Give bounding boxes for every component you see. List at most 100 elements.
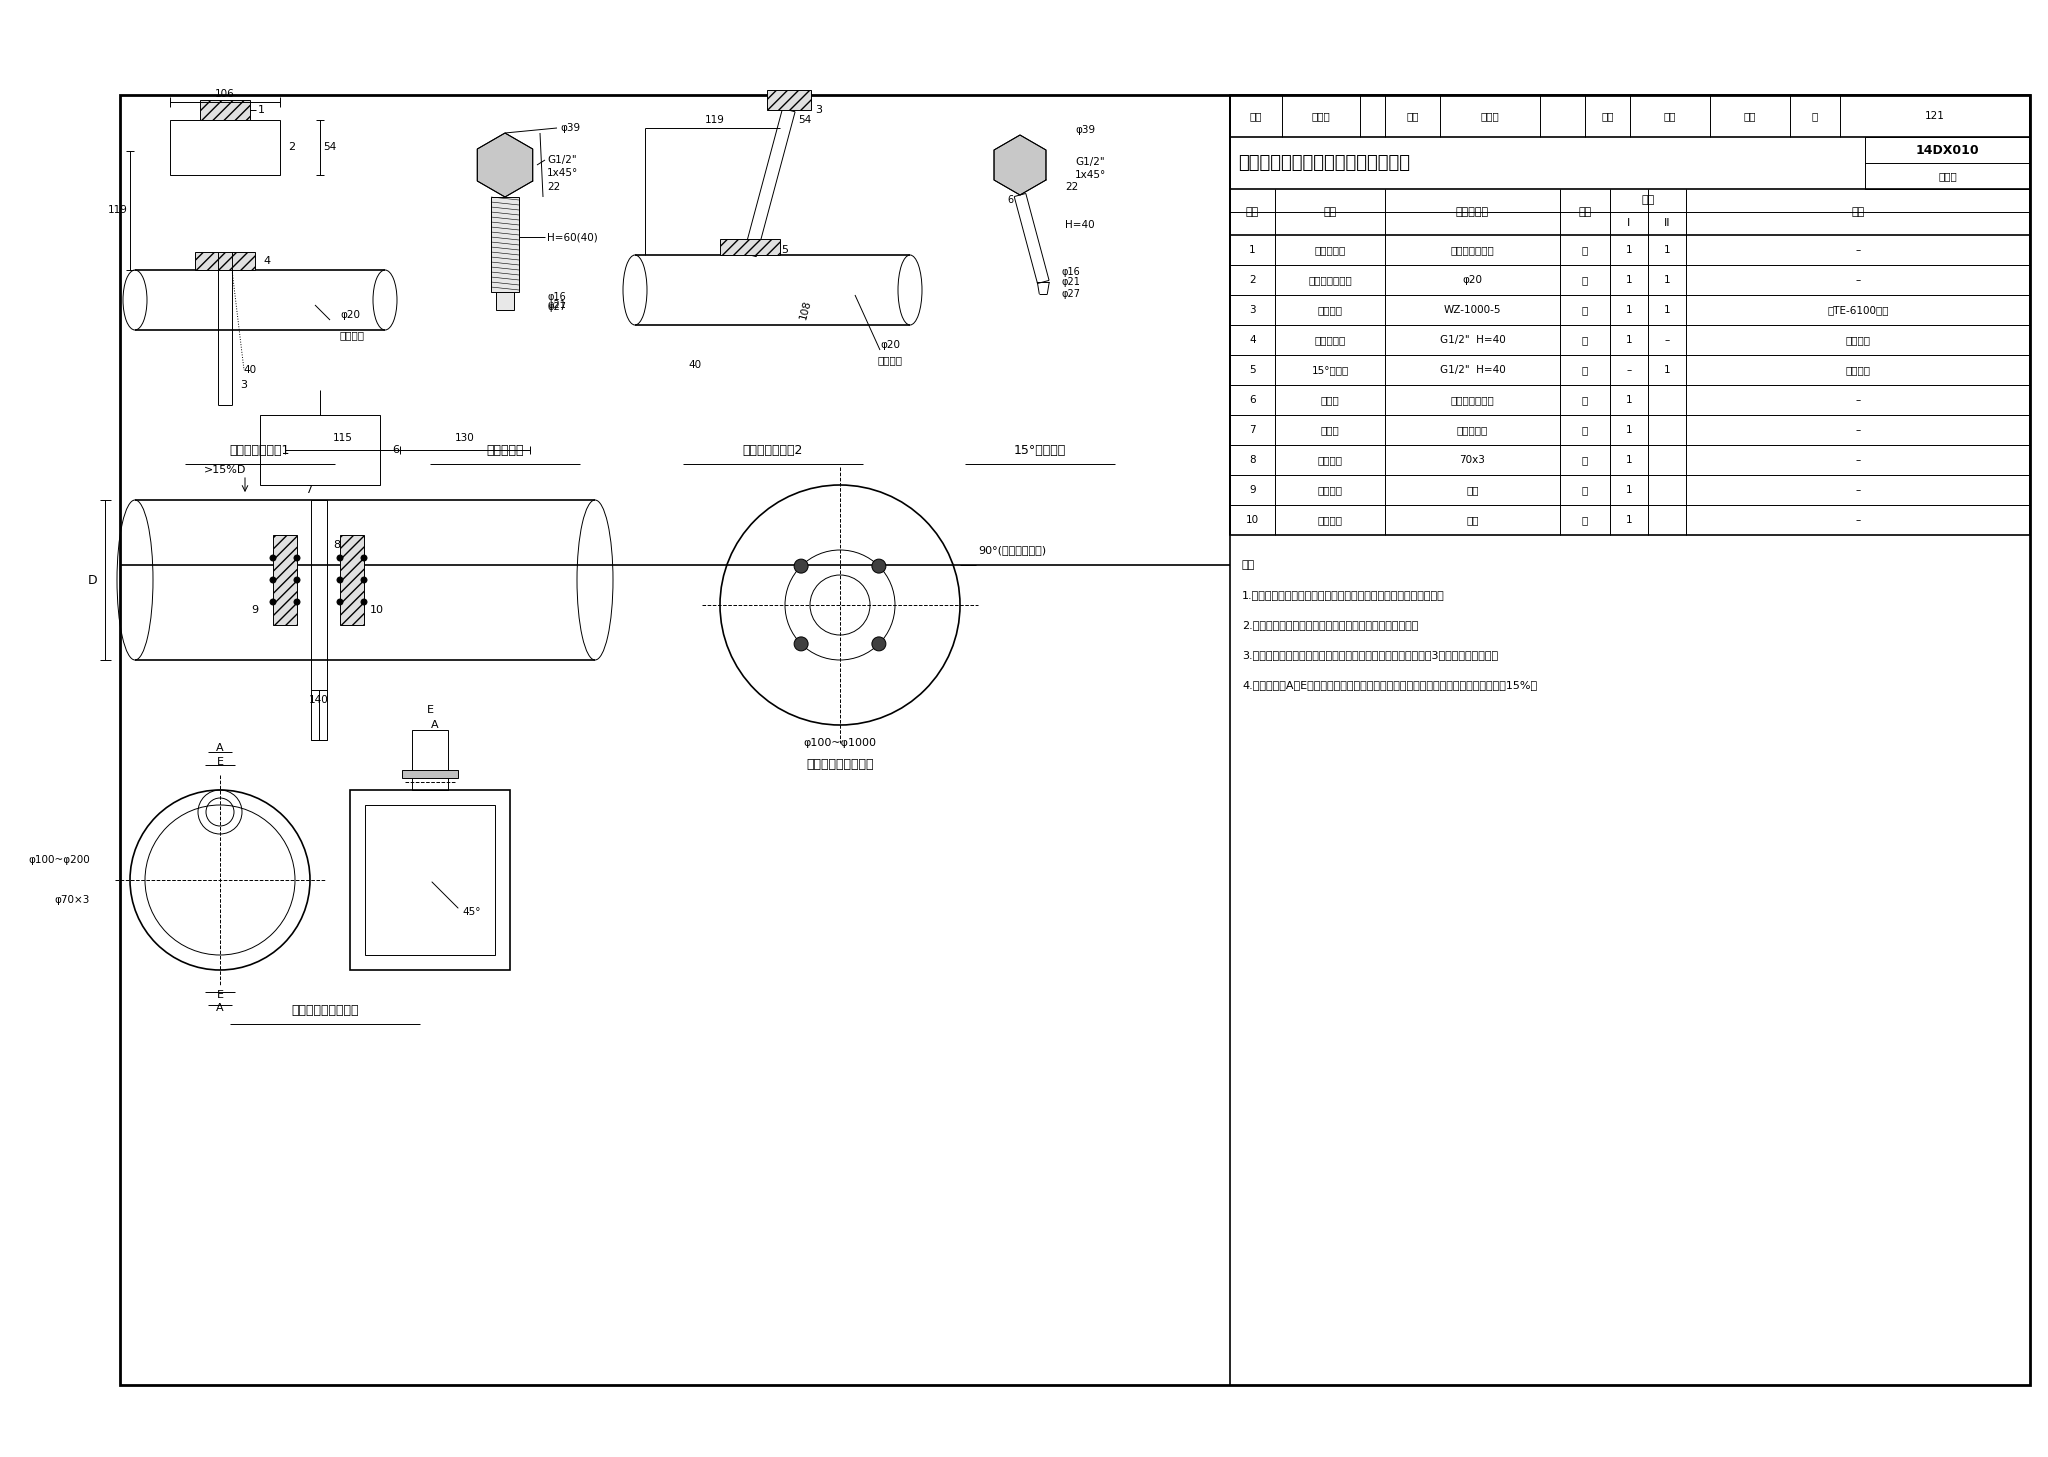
- Text: φ20: φ20: [881, 339, 899, 350]
- Text: 2: 2: [289, 143, 295, 153]
- Text: >15%D: >15%D: [205, 465, 246, 475]
- Text: 3: 3: [815, 105, 823, 115]
- Text: φ21: φ21: [547, 300, 565, 310]
- Text: 王向东: 王向东: [1311, 111, 1331, 121]
- Text: 个: 个: [1581, 305, 1587, 315]
- Circle shape: [360, 555, 367, 561]
- Text: –: –: [1855, 395, 1862, 405]
- Bar: [496, 291, 514, 310]
- Text: 配套: 配套: [1466, 514, 1479, 525]
- Text: –: –: [1855, 485, 1862, 495]
- Text: 90°(安装位置范围): 90°(安装位置范围): [979, 545, 1047, 555]
- Text: –: –: [1855, 455, 1862, 465]
- Text: –: –: [1665, 335, 1669, 345]
- Text: 6: 6: [1008, 195, 1014, 205]
- Bar: [401, 769, 459, 778]
- Text: G1/2"  H=40: G1/2" H=40: [1440, 335, 1505, 345]
- Text: 7: 7: [305, 485, 311, 495]
- Text: 单点插入式: 单点插入式: [1456, 425, 1489, 436]
- Text: 个: 个: [1581, 335, 1587, 345]
- Text: 45°: 45°: [463, 908, 481, 916]
- Text: 审核: 审核: [1249, 111, 1262, 121]
- Text: 10: 10: [371, 605, 385, 615]
- Text: –: –: [1855, 245, 1862, 255]
- Circle shape: [295, 599, 299, 605]
- Bar: [492, 197, 518, 291]
- Text: 14DX010: 14DX010: [1915, 143, 1978, 156]
- Text: φ39: φ39: [1075, 125, 1096, 136]
- Text: 陈建华: 陈建华: [1481, 111, 1499, 121]
- Bar: [195, 252, 256, 270]
- Text: 3.水温传感器在水管上安装位置离管道阀门或弯头的距离不小于3倍被测水管管直径。: 3.水温传感器在水管上安装位置离管道阀门或弯头的距离不小于3倍被测水管管直径。: [1241, 650, 1499, 660]
- Text: 1: 1: [1626, 245, 1632, 255]
- Text: 金属软管连接头: 金属软管连接头: [1309, 275, 1352, 286]
- Text: G1/2": G1/2": [1075, 157, 1104, 168]
- Text: I: I: [1628, 219, 1630, 227]
- Text: 温度传感器方案2: 温度传感器方案2: [741, 443, 803, 456]
- Text: φ70×3: φ70×3: [55, 895, 90, 905]
- Text: φ16: φ16: [547, 291, 565, 302]
- Text: 8: 8: [1249, 455, 1255, 465]
- Text: 1: 1: [1626, 455, 1632, 465]
- Text: 传感器: 传感器: [1321, 425, 1339, 436]
- Text: 水管温度、电磁式流量传感器安装图: 水管温度、电磁式流量传感器安装图: [1237, 154, 1409, 172]
- Bar: [260, 415, 381, 485]
- Text: 苟晨: 苟晨: [1743, 111, 1757, 121]
- Text: φ20: φ20: [340, 310, 360, 321]
- Text: II: II: [1663, 219, 1671, 227]
- Text: 15°角连接头: 15°角连接头: [1014, 443, 1067, 456]
- Text: 4: 4: [262, 256, 270, 267]
- Text: 119: 119: [109, 205, 127, 216]
- Text: D: D: [88, 574, 98, 587]
- Text: 10: 10: [1245, 514, 1260, 525]
- Text: 苟震: 苟震: [1663, 111, 1675, 121]
- Text: φ39: φ39: [559, 122, 580, 133]
- Text: –: –: [1626, 366, 1632, 374]
- Polygon shape: [477, 133, 532, 197]
- Text: 编号: 编号: [1245, 207, 1260, 217]
- Text: 9: 9: [1249, 485, 1255, 495]
- Bar: [272, 535, 297, 625]
- Text: 图集号: 图集号: [1937, 170, 1958, 181]
- Bar: [766, 90, 811, 111]
- Text: 根: 根: [1581, 514, 1587, 525]
- Circle shape: [270, 555, 276, 561]
- Text: 流量传感器安装位置: 流量传感器安装位置: [807, 759, 874, 772]
- Circle shape: [338, 555, 342, 561]
- Circle shape: [872, 637, 887, 651]
- Bar: [170, 119, 281, 175]
- Bar: [721, 239, 780, 255]
- Bar: [350, 790, 510, 970]
- Text: 1: 1: [1626, 425, 1632, 436]
- Text: 9: 9: [252, 605, 258, 615]
- Bar: [365, 806, 496, 954]
- Text: 1: 1: [258, 105, 264, 115]
- Text: 套: 套: [1581, 425, 1587, 436]
- Text: 1x45°: 1x45°: [1075, 170, 1106, 181]
- Text: 由工程设计确定: 由工程设计确定: [1450, 245, 1495, 255]
- Text: 3: 3: [240, 380, 248, 390]
- Text: WZ-1000-5: WZ-1000-5: [1444, 305, 1501, 315]
- Text: 130: 130: [455, 433, 475, 443]
- Text: φ20: φ20: [1462, 275, 1483, 286]
- Text: 由工程设计确定: 由工程设计确定: [1450, 395, 1495, 405]
- Text: 121: 121: [1925, 111, 1946, 121]
- Circle shape: [295, 555, 299, 561]
- Text: φ16: φ16: [1063, 267, 1081, 277]
- Text: E: E: [217, 758, 223, 766]
- Text: –: –: [1855, 275, 1862, 286]
- Text: 变送器: 变送器: [1321, 395, 1339, 405]
- Circle shape: [795, 637, 809, 651]
- Text: 5: 5: [782, 245, 788, 255]
- Text: 54: 54: [324, 143, 336, 153]
- Text: 页: 页: [1812, 111, 1819, 121]
- Text: 6: 6: [1249, 395, 1255, 405]
- Text: 水温传感器: 水温传感器: [1315, 245, 1346, 255]
- Text: 140: 140: [309, 695, 328, 705]
- Text: φ100~φ200: φ100~φ200: [29, 855, 90, 865]
- Text: 注：: 注：: [1241, 559, 1255, 570]
- Text: 2: 2: [1249, 275, 1255, 286]
- Text: A: A: [432, 720, 438, 730]
- Circle shape: [872, 559, 887, 573]
- Text: 1: 1: [1626, 275, 1632, 286]
